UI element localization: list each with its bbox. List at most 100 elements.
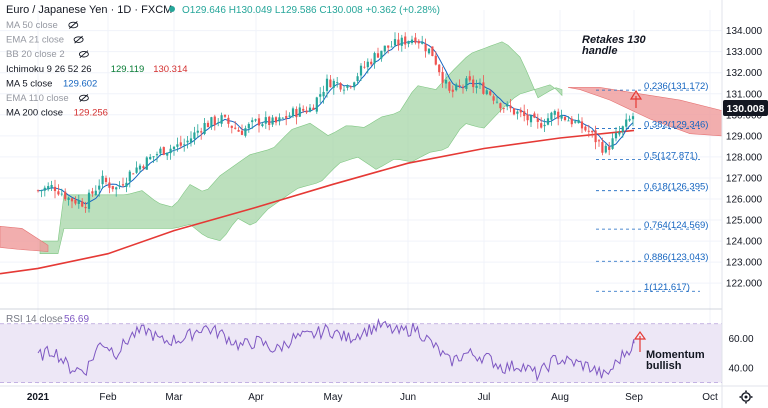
candle-body	[482, 82, 485, 94]
time-tick-label: Aug	[551, 392, 569, 403]
symbol-title[interactable]: Euro / Japanese Yen · 1D · FXCM	[6, 4, 172, 16]
candle-body	[285, 115, 288, 119]
candle-body	[329, 79, 332, 88]
legend-row[interactable]: BB 20 close 2	[6, 49, 89, 60]
candle-body	[278, 117, 281, 122]
candle-body	[237, 129, 240, 132]
indicator-legend[interactable]: MA 50 close EMA 21 close BB 20 close 2 Ichi…	[6, 20, 188, 119]
candle-body	[499, 103, 502, 109]
legend-label: MA 200 close	[6, 108, 63, 119]
candle-body	[70, 198, 74, 202]
rsi-tick-label: 60.00	[728, 334, 753, 345]
legend-row[interactable]: EMA 110 close	[6, 93, 89, 104]
candle-body	[444, 79, 448, 84]
rsi-axis[interactable]: 60.00 40.00	[728, 334, 753, 374]
candle-body	[451, 89, 454, 92]
candle-body	[319, 94, 322, 97]
candle-body	[43, 187, 46, 191]
candle-body	[601, 141, 604, 153]
candle-body	[621, 126, 624, 132]
candle-body	[397, 39, 400, 46]
price-tick-label: 133.000	[726, 47, 763, 58]
fib-label: 0.886(123.043)	[644, 252, 708, 263]
candle-body	[631, 116, 635, 120]
candle-body	[288, 115, 291, 117]
candle-body	[336, 82, 339, 83]
legend-row[interactable]: Ichimoku 9 26 52 26 129.119 130.314	[6, 64, 188, 75]
legend-value: 129.119	[111, 64, 145, 75]
fib-label: 1(121.617)	[644, 282, 690, 293]
price-axis[interactable]: 134.000133.000132.000131.000130.000129.0…	[726, 26, 763, 290]
candle-body	[234, 127, 237, 129]
candle-body	[149, 156, 152, 160]
time-tick-label: 2021	[27, 392, 50, 403]
candle-body	[47, 186, 50, 190]
candle-body	[383, 45, 386, 52]
eye-hidden-icon	[78, 94, 89, 102]
candle-body	[115, 187, 118, 190]
candle-body	[213, 116, 216, 125]
time-axis[interactable]: 2021 Feb Mar Apr May Jun Jul Aug Sep Oct	[27, 392, 718, 403]
candle-body	[247, 123, 250, 129]
time-tick-label: Feb	[99, 392, 117, 403]
candle-body	[315, 97, 318, 112]
time-tick-label: Jul	[478, 392, 491, 403]
candle-body	[472, 79, 475, 88]
candle-body	[135, 167, 138, 173]
candle-body	[291, 108, 295, 117]
candle-body	[57, 191, 60, 195]
candle-body	[179, 142, 182, 146]
ichimoku-cloud-bearish-left	[0, 226, 49, 252]
candle-body	[441, 71, 444, 83]
candlesticks	[36, 32, 635, 213]
time-tick-label: Oct	[702, 392, 718, 403]
fib-label: 0.764(124.569)	[644, 220, 708, 231]
eye-hidden-icon	[68, 21, 79, 29]
candle-body	[240, 130, 244, 135]
rsi-legend-value: 56.69	[64, 314, 89, 325]
time-tick-label: Jun	[400, 392, 416, 403]
rsi-legend-label[interactable]: RSI 14 close	[6, 314, 63, 325]
time-tick-label: Sep	[625, 392, 643, 403]
retakes-annotation-line1: Retakes 130	[582, 34, 646, 46]
legend-label: BB 20 close 2	[6, 49, 65, 60]
ma200-line	[0, 129, 635, 275]
legend-row[interactable]: MA 50 close	[6, 20, 79, 31]
candle-body	[529, 115, 533, 123]
candle-body	[64, 191, 67, 200]
candle-body	[431, 46, 434, 57]
candle-body	[111, 185, 114, 190]
candle-body	[557, 111, 560, 119]
candle-body	[200, 131, 203, 133]
fibonacci-levels: 0.236(131.172) 0.382(129.346) 0.5(127.871)…	[596, 81, 708, 293]
candle-body	[349, 86, 352, 88]
legend-row[interactable]: MA 5 close 129.602	[6, 78, 97, 89]
candle-body	[274, 117, 278, 123]
legend-row[interactable]: MA 200 close 129.256	[6, 108, 108, 119]
candle-body	[614, 133, 618, 139]
candle-body	[376, 53, 380, 58]
candle-body	[390, 46, 393, 48]
legend-label: Ichimoku 9 26 52 26	[6, 64, 92, 75]
candle-body	[455, 84, 458, 91]
eye-hidden-icon	[73, 35, 84, 44]
candle-body	[502, 108, 505, 109]
candle-body	[526, 114, 529, 121]
candle-body	[533, 113, 536, 118]
candle-body	[536, 118, 539, 122]
candle-body	[40, 190, 43, 192]
candle-body	[53, 186, 57, 192]
price-tick-label: 126.000	[726, 194, 763, 205]
candle-body	[152, 156, 155, 158]
gear-icon[interactable]	[739, 390, 753, 404]
candle-body	[421, 42, 424, 44]
candle-body	[567, 120, 570, 122]
candle-body	[138, 165, 142, 170]
legend-row[interactable]: EMA 21 close	[6, 35, 84, 46]
candle-body	[468, 76, 471, 81]
candle-body	[461, 86, 465, 88]
candle-body	[295, 108, 298, 118]
candle-body	[465, 78, 468, 89]
candle-body	[281, 117, 284, 119]
